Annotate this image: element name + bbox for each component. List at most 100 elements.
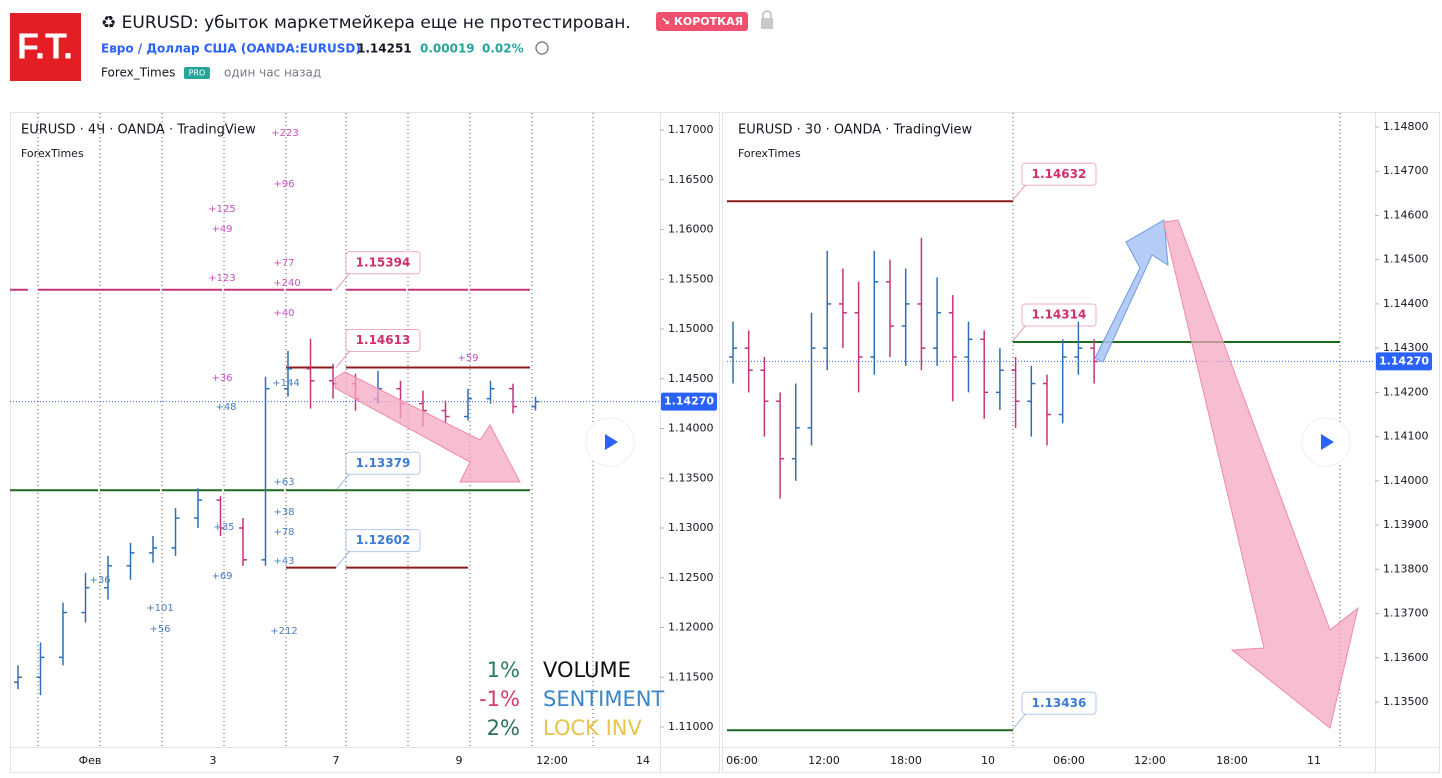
last-price-tag — [661, 392, 717, 411]
level-label: 1.12602 — [356, 533, 411, 547]
logo-text: F.T. — [17, 26, 73, 67]
short-badge — [656, 12, 748, 31]
x-tick-label: 18:00 — [890, 754, 922, 767]
level-label: 1.13436 — [1032, 696, 1087, 710]
level-callout — [345, 251, 421, 275]
volume-annotation: +77 — [273, 258, 294, 269]
level-callout — [345, 451, 421, 475]
last-price-label: 1.14270 — [1379, 354, 1429, 367]
y-tick-label: 1.12500 — [668, 571, 714, 584]
level-callout — [345, 329, 421, 353]
y-tick-label: 1.14700 — [1383, 164, 1429, 177]
volume-annotation: +48 — [215, 402, 236, 413]
x-tick-label: 12:00 — [1134, 754, 1166, 767]
y-tick-label: 1.14800 — [1383, 120, 1429, 133]
level-label: 1.14632 — [1032, 167, 1087, 181]
change: 0.00019 — [420, 42, 475, 56]
y-tick-label: 1.13500 — [668, 471, 714, 484]
chart-subtitle: ForexTimes — [738, 147, 801, 160]
level-callout — [1021, 303, 1097, 327]
y-tick-label: 1.13600 — [1383, 651, 1429, 664]
legend-percent: -1% — [479, 687, 520, 711]
symbol-link[interactable]: Евро / Доллар США (OANDA:EURUSD) — [101, 42, 361, 56]
y-tick-label: 1.14600 — [1383, 208, 1429, 221]
volume-annotation: +49 — [211, 224, 232, 235]
x-tick-label: 12:00 — [808, 754, 840, 767]
volume-annotation: +38 — [273, 507, 294, 518]
x-tick-label: Фев — [79, 754, 102, 767]
callout-pointer — [335, 272, 351, 291]
volume-annotation: +125 — [208, 204, 235, 215]
y-tick-label: 1.16000 — [668, 223, 714, 236]
alert-icon[interactable] — [535, 41, 549, 55]
volume-annotation: +223 — [271, 128, 298, 139]
short-badge-text: ↘ КОРОТКАЯ — [661, 15, 743, 28]
y-tick-label: 1.13500 — [1383, 695, 1429, 708]
play-icon — [605, 434, 618, 450]
y-tick-label: 1.14200 — [1383, 385, 1429, 398]
volume-annotation: +63 — [273, 477, 294, 488]
down-arrow-right — [1163, 219, 1359, 729]
down-arrow-left — [334, 371, 521, 483]
y-tick-label: 1.17000 — [668, 123, 714, 136]
y-tick-label: 1.14500 — [1383, 253, 1429, 266]
volume-annotation: +123 — [208, 273, 235, 284]
chart-title: EURUSD · 30 · OANDA · TradingView — [738, 123, 972, 138]
level-label: 1.15394 — [356, 255, 411, 269]
volume-annotation: +59 — [457, 353, 478, 364]
y-tick-label: 1.14000 — [668, 422, 714, 435]
y-tick-label: 1.15500 — [668, 272, 714, 285]
y-tick-label: 1.13800 — [1383, 562, 1429, 575]
callout-pointer — [1011, 183, 1027, 202]
y-tick-label: 1.15000 — [668, 322, 714, 335]
volume-annotation: +35 — [213, 522, 234, 533]
level-callout — [1021, 162, 1097, 186]
play-icon — [1321, 434, 1334, 450]
x-tick-label: 06:00 — [726, 754, 758, 767]
volume-annotation: +36 — [89, 575, 110, 586]
author[interactable]: Forex_Times — [101, 66, 175, 80]
legend-name: LOCK INV — [543, 716, 642, 740]
y-tick-label: 1.14000 — [1383, 474, 1429, 487]
volume-annotation: +144 — [272, 378, 299, 389]
publish-time: один час назад — [224, 66, 321, 80]
last-price-label: 1.14270 — [664, 395, 714, 408]
x-tick-label: 9 — [456, 754, 463, 767]
callout-pointer — [335, 550, 351, 568]
level-label: 1.13379 — [356, 456, 411, 470]
volume-annotation: +101 — [146, 603, 173, 614]
legend-percent: 2% — [487, 716, 520, 740]
lock-icon-shackle — [762, 10, 772, 18]
y-tick-label: 1.12000 — [668, 621, 714, 634]
x-tick-label: 12:00 — [536, 754, 568, 767]
volume-annotation: +40 — [273, 308, 294, 319]
callout-pointer — [335, 472, 351, 491]
volume-annotation: +240 — [273, 278, 300, 289]
callout-pointer — [1011, 324, 1027, 343]
y-tick-label: 1.11000 — [668, 720, 714, 733]
y-tick-label: 1.13000 — [668, 521, 714, 534]
callout-pointer — [1011, 712, 1027, 731]
y-tick-label: 1.13700 — [1383, 607, 1429, 620]
x-tick-label: 11 — [1307, 754, 1321, 767]
lock-icon — [761, 18, 773, 29]
chart-title: EURUSD · 4Ч · OANDA · TradingView — [21, 123, 256, 138]
level-callout — [1021, 691, 1097, 715]
level-callout — [345, 529, 421, 553]
y-tick-label: 1.14100 — [1383, 430, 1429, 443]
chart-layer: EURUSD · 4Ч · OANDA · TradingView ForexTi… — [10, 120, 1432, 767]
volume-annotation: +96 — [273, 179, 294, 190]
volume-annotation: +212 — [270, 626, 297, 637]
x-tick-label: 10 — [981, 754, 995, 767]
legend-name: SENTIMENT — [543, 687, 664, 711]
volume-annotation: +36 — [211, 373, 232, 384]
legend-percent: 1% — [487, 658, 520, 682]
price: 1.14251 — [357, 42, 412, 56]
change-pct: 0.02% — [482, 42, 524, 56]
logo[interactable] — [10, 13, 81, 81]
y-tick-label: 1.11500 — [668, 670, 714, 683]
pro-badge-text: PRO — [189, 69, 206, 78]
level-label: 1.14314 — [1032, 307, 1087, 321]
idea-title: ♻ EURUSD: убыток маркетмейкера еще не пр… — [101, 13, 631, 33]
